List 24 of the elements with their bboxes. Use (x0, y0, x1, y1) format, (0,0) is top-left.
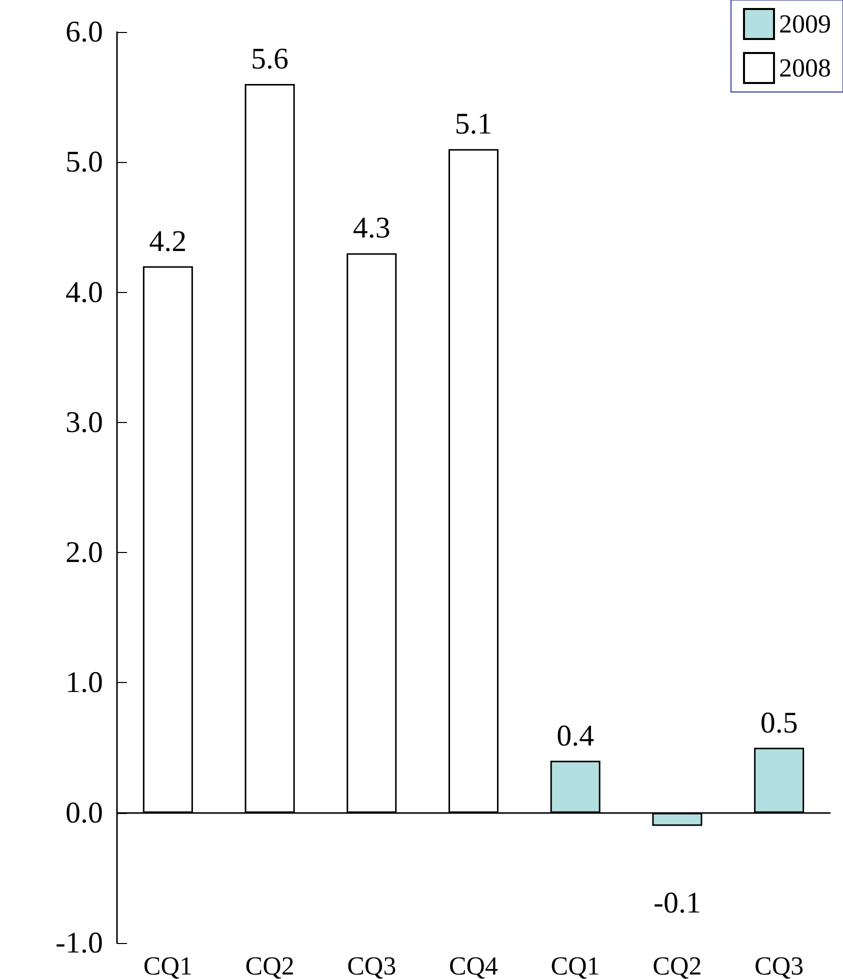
data-label: 4.2 (149, 224, 187, 258)
legend-label: 2008 (779, 54, 831, 82)
y-tick-label: 3.0 (66, 406, 103, 439)
y-tick-label: 6.0 (66, 16, 103, 48)
x-tick-label: CQ2 (652, 952, 702, 979)
data-label: -0.1 (653, 886, 701, 920)
y-tick-label: 4.0 (66, 276, 103, 309)
data-label: 4.3 (352, 212, 390, 245)
data-label: 5.1 (454, 108, 492, 141)
data-label: 0.5 (760, 706, 798, 740)
y-tick-label: -1.0 (56, 926, 103, 960)
x-tick-label: CQ2 (245, 952, 294, 979)
x-tick-label: CQ4 (448, 952, 498, 979)
legend-label: 2009 (779, 10, 831, 38)
y-tick-label: 1.0 (66, 666, 103, 700)
x-tick-label: CQ1 (550, 952, 600, 979)
y-tick-label: 2.0 (66, 536, 103, 570)
data-label: 0.4 (556, 719, 594, 752)
data-label: 5.6 (251, 42, 289, 76)
x-tick-label: CQ1 (143, 952, 192, 979)
y-tick-label: 5.0 (66, 146, 103, 179)
x-tick-label: CQ3 (347, 952, 396, 979)
x-tick-label: CQ3 (754, 952, 804, 979)
y-tick-label: 0.0 (66, 796, 103, 830)
